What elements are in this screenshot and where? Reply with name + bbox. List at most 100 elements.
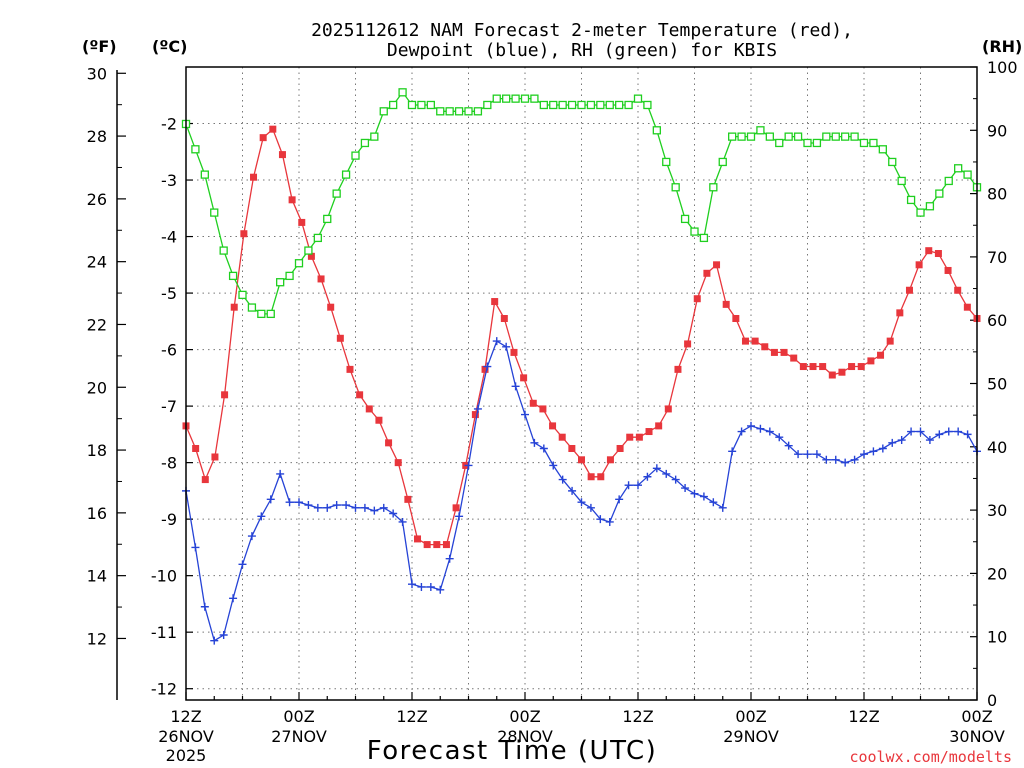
rh-point [389, 100, 398, 110]
dewpoint-point [436, 585, 445, 594]
dewpoint-point [229, 594, 238, 603]
rh-point [586, 100, 596, 110]
rh-point [605, 100, 614, 110]
2-meter-temperature-point [288, 196, 296, 204]
2-meter-temperature-point [201, 476, 209, 484]
dewpoint-point [295, 498, 303, 507]
dewpoint-point [718, 503, 727, 512]
celsius-unit-label: (ºC) [152, 37, 187, 56]
dewpoint-point [586, 503, 595, 512]
dewpoint-point [699, 492, 708, 501]
2-meter-temperature-point [799, 363, 807, 371]
rh-point [699, 233, 709, 243]
2-meter-temperature-point [269, 125, 277, 133]
rh-tick-label: 0 [987, 691, 997, 710]
dewpoint-point [756, 424, 765, 433]
celsius-tick-label: -8 [161, 454, 177, 473]
dewpoint-point [803, 450, 812, 459]
dewpoint-point [342, 501, 351, 510]
rh-point [370, 132, 379, 141]
dewpoint-point [276, 469, 285, 478]
rh-point [746, 132, 756, 141]
rh-point [897, 176, 906, 186]
2-meter-temperature-point [240, 230, 248, 238]
celsius-tick-label: -5 [161, 284, 177, 303]
rh-point [323, 214, 332, 224]
dewpoint-point [869, 447, 878, 456]
2-meter-temperature-point [693, 295, 701, 303]
dewpoint-point [398, 517, 407, 526]
grid-lines [186, 67, 977, 700]
rh-point [228, 271, 238, 281]
dewpoint-point [455, 512, 464, 521]
rh-point [417, 100, 426, 110]
2-meter-temperature-point [423, 541, 431, 549]
2-meter-temperature-point [385, 439, 393, 447]
dewpoint-point [888, 438, 897, 447]
credit-label: coolwx.com/modelts [849, 748, 1012, 766]
fahrenheit-tick-label: 16 [87, 504, 107, 523]
rh-point [671, 183, 680, 192]
dewpoint-point [822, 455, 831, 464]
dewpoint-point [925, 436, 934, 445]
dewpoint-point [360, 503, 369, 512]
rh-point [803, 138, 812, 148]
dewpoint-point [285, 498, 294, 507]
rh-point [294, 259, 304, 268]
dewpoint-point [464, 461, 473, 470]
rh-point [633, 94, 643, 103]
dewpoint-point [191, 543, 200, 552]
rh-tick-label: 40 [987, 438, 1007, 457]
x-tick-label-date: 30NOV [949, 727, 1005, 746]
2-meter-temperature-point [722, 300, 730, 308]
dewpoint-point [831, 455, 840, 464]
dewpoint-point [379, 503, 388, 512]
dewpoint-point [521, 410, 529, 419]
fahrenheit-tick-label: 12 [87, 629, 107, 648]
x-tick-label-time: 12Z [170, 707, 201, 726]
2-meter-temperature-point [703, 269, 711, 277]
dewpoint-point [775, 433, 784, 442]
dewpoint-point [662, 469, 671, 478]
2-meter-temperature-point [770, 348, 778, 356]
2-meter-temperature-point [549, 422, 557, 430]
celsius-tick-label: -2 [161, 115, 177, 134]
2-meter-temperature-point [414, 535, 422, 543]
2-meter-temperature-point [838, 368, 846, 376]
rh-point [530, 94, 539, 103]
2-meter-temperature-point [674, 365, 682, 373]
dewpoint-point [690, 489, 699, 498]
dewpoint-point [568, 486, 577, 495]
dewpoint-point [370, 506, 379, 515]
2-meter-temperature-point [828, 371, 836, 379]
celsius-tick-label: -12 [151, 680, 177, 699]
2-meter-temperature-point [365, 405, 373, 413]
dewpoint-point [747, 421, 755, 430]
2-meter-temperature-point [568, 444, 576, 452]
2-meter-temperature-point [558, 433, 566, 441]
2-meter-temperature-point [336, 334, 344, 342]
axis-ticks: 12 14 16 18 20 22 24 26 28 30 -12 -11 -10 -9 -8 -7 -6 -5 -… [87, 58, 1018, 765]
2-meter-temperature-point [664, 405, 672, 413]
rh-tick-label: 70 [987, 248, 1007, 267]
rh-point [341, 170, 351, 179]
x-tick-label-time: 00Z [735, 707, 766, 726]
rh-point [643, 100, 652, 110]
dewpoint-point [445, 554, 454, 563]
rh-point [906, 195, 916, 205]
rh-tick-label: 90 [987, 121, 1007, 140]
2-meter-temperature-point [327, 303, 335, 311]
2-meter-temperature-point [578, 456, 585, 464]
2-meter-temperature-point [905, 286, 913, 294]
rh-tick-label: 80 [987, 185, 1007, 204]
rh-point [276, 278, 285, 287]
rh-line [185, 91, 978, 315]
rh-point [859, 138, 869, 148]
rh-point [869, 138, 878, 148]
dewpoint-point [247, 532, 256, 541]
dewpoint-point [681, 484, 690, 493]
2-meter-temperature-point [278, 151, 286, 159]
rh-point [285, 271, 294, 281]
2-meter-temperature-point [896, 309, 904, 317]
2-meter-temperature-point [452, 504, 460, 512]
